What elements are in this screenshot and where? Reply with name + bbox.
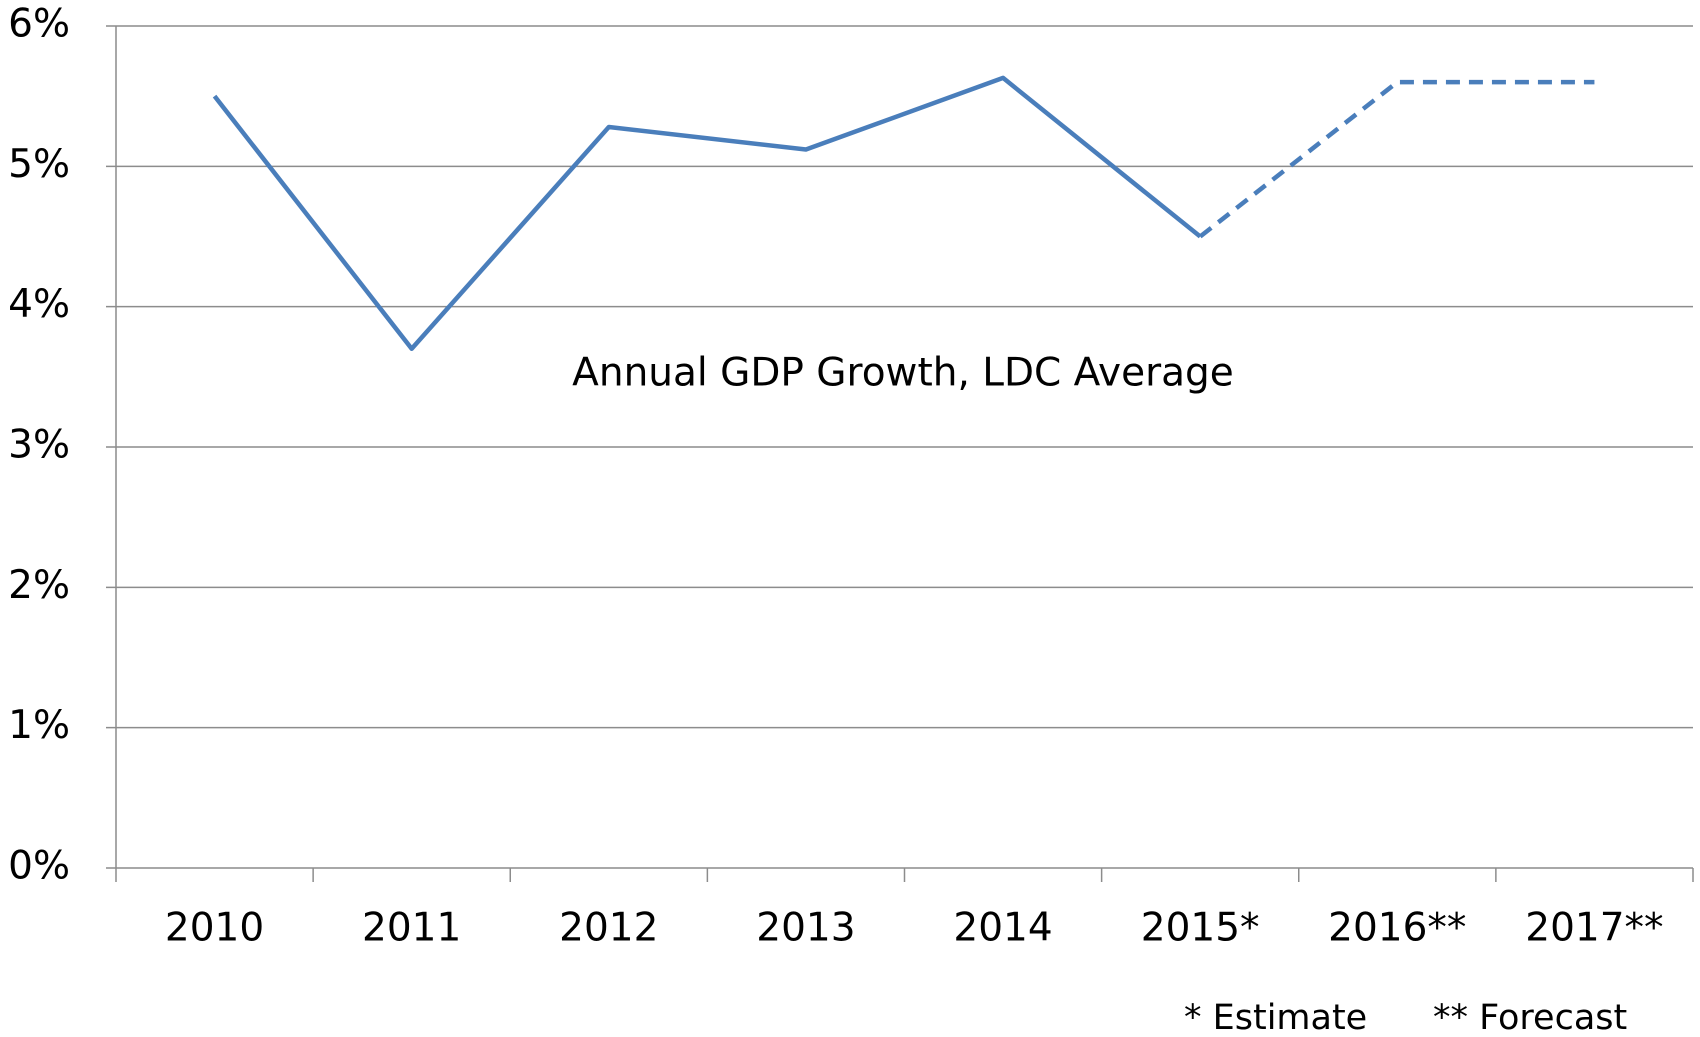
x-tick-label: 2012 xyxy=(559,906,658,951)
x-tick-label: 2016** xyxy=(1328,906,1466,951)
y-tick-label: 3% xyxy=(8,423,70,468)
y-tick-label: 0% xyxy=(8,844,70,889)
x-tick-label: 2011 xyxy=(362,906,461,951)
y-tick-label: 5% xyxy=(8,142,70,187)
x-tick-label: 2010 xyxy=(165,906,264,951)
y-tick-label: 1% xyxy=(8,703,70,748)
x-tick-label: 2015* xyxy=(1141,906,1260,951)
y-tick-label: 4% xyxy=(8,282,70,327)
y-tick-label: 2% xyxy=(8,563,70,608)
x-tick-label: 2017** xyxy=(1525,906,1663,951)
footnote: * Estimate xyxy=(1184,998,1367,1037)
x-tick-label: 2014 xyxy=(953,906,1052,951)
data-line xyxy=(212,75,1202,352)
footnote: ** Forecast xyxy=(1433,998,1627,1037)
annotation: Annual GDP Growth, LDC Average xyxy=(572,351,1234,396)
y-tick-label: 6% xyxy=(8,2,70,47)
data-line xyxy=(1198,79,1595,239)
x-tick-label: 2013 xyxy=(756,906,855,951)
